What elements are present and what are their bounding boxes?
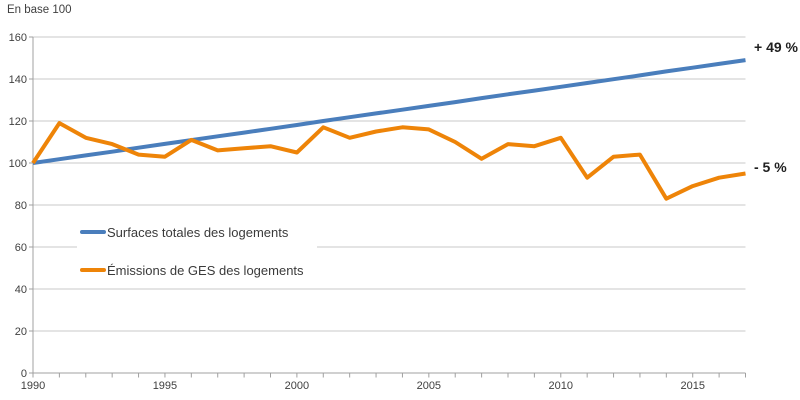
series-line-surfaces xyxy=(32,58,746,165)
legend-label-surfaces: Surfaces totales des logements xyxy=(107,224,289,240)
y-tick-label: 80 xyxy=(15,200,27,212)
series-line-emissions xyxy=(31,121,746,201)
y-tick-label: 160 xyxy=(9,32,27,44)
x-tick-label: 2000 xyxy=(285,380,309,392)
x-tick-label: 1990 xyxy=(21,380,45,392)
legend-label-emissions: Émissions de GES des logements xyxy=(107,262,304,278)
y-tick-label: 100 xyxy=(9,158,27,170)
annotation-emissions-change: - 5 % xyxy=(754,159,787,175)
y-tick-label: 140 xyxy=(9,74,27,86)
x-tick-label: 2015 xyxy=(680,380,704,392)
legend-item-emissions: Émissions de GES des logements xyxy=(80,261,317,279)
legend-swatch-surfaces-icon xyxy=(80,230,106,234)
axis-unit-label: En base 100 xyxy=(7,4,72,16)
y-tick-label: 120 xyxy=(9,116,27,128)
y-tick-label: 20 xyxy=(15,326,27,338)
legend-item-surfaces: Surfaces totales des logements xyxy=(80,223,317,241)
y-tick-label: 40 xyxy=(15,284,27,296)
chart-legend: Surfaces totales des logements Émissions… xyxy=(77,213,317,285)
y-tick-label: 60 xyxy=(15,242,27,254)
x-tick-label: 2005 xyxy=(417,380,441,392)
y-tick-label: 0 xyxy=(21,368,27,380)
annotation-surfaces-change: + 49 % xyxy=(754,39,798,55)
x-tick-label: 2010 xyxy=(549,380,573,392)
legend-swatch-emissions-icon xyxy=(80,268,106,272)
x-tick-label: 1995 xyxy=(153,380,177,392)
